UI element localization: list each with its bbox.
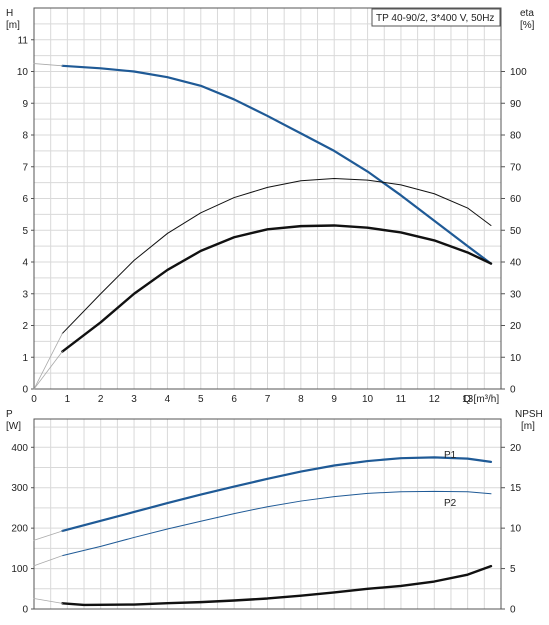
bottom-curve-2 [61, 564, 493, 607]
top-right-tick-label: 10 [510, 353, 522, 364]
x-tick-label: 11 [396, 394, 407, 405]
top-left-tick-label: 4 [22, 258, 28, 269]
top-curve-5 [33, 333, 63, 390]
x-tick-label: 8 [298, 394, 304, 405]
top-left-tick-label: 0 [22, 385, 28, 396]
bottom-curve-0 [61, 456, 493, 533]
x-axis-title: Q [m³/h] [463, 394, 499, 405]
series-label-p1: P1 [444, 450, 457, 461]
bottom-grid [34, 419, 501, 609]
top-left-tick-label: 3 [22, 289, 28, 300]
top-right-tick-label: 20 [510, 321, 522, 332]
top-left-axis-title-line1: H [6, 8, 13, 19]
bottom-right-axis-title-line2: [m] [521, 421, 535, 432]
top-left-tick-label: 7 [22, 162, 28, 173]
top-right-tick-label: 70 [510, 162, 522, 173]
bottom-right-tick-label: 0 [510, 605, 516, 616]
top-right-tick-label: 50 [510, 226, 522, 237]
top-curve-3 [33, 63, 63, 67]
top-right-tick-label: 60 [510, 194, 522, 205]
x-tick-label: 13 [462, 394, 474, 405]
legend-box [371, 8, 501, 27]
top-left-tick-label: 1 [22, 353, 28, 364]
top-left-tick-label: 9 [22, 99, 28, 110]
x-tick-label: 1 [65, 394, 71, 405]
x-tick-label: 9 [331, 394, 337, 405]
bottom-right-tick-label: 15 [510, 483, 522, 494]
x-tick-label: 2 [98, 394, 104, 405]
top-right-axis-title-line2: [%] [520, 20, 535, 31]
bottom-plot-frame [33, 418, 502, 610]
bottom-left-tick-label: 200 [11, 524, 28, 535]
x-tick-label: 3 [131, 394, 137, 405]
top-right-axis-title-line1: eta [520, 8, 534, 19]
bottom-left-axis-title-line1: P [6, 409, 13, 420]
bottom-tick-labels: 0 100 200 300 400 0 5 10 15 20 [11, 443, 521, 616]
bottom-curve-1 [61, 490, 492, 557]
top-right-tick-label: 30 [510, 289, 522, 300]
top-curve-4 [33, 351, 63, 390]
top-left-tick-label: 5 [22, 226, 28, 237]
top-left-tick-label: 6 [22, 194, 28, 205]
legend-box-text: TP 40-90/2, 3*400 V, 50Hz [376, 13, 494, 24]
bottom-right-tick-label: 10 [510, 524, 522, 535]
bottom-left-axis-title-line2: [W] [6, 421, 21, 432]
top-curve-0 [61, 64, 493, 265]
x-tick-label: 6 [231, 394, 237, 405]
top-right-tick-label: 100 [510, 67, 527, 78]
top-left-axis-title-line2: [m] [6, 20, 20, 31]
top-left-tick-label: 8 [22, 131, 28, 142]
top-right-tick-label: 40 [510, 258, 522, 269]
x-tick-label: 0 [31, 394, 37, 405]
bottom-left-tick-label: 400 [11, 443, 28, 454]
top-right-tick-label: 80 [510, 131, 522, 142]
top-curve-1 [61, 224, 493, 353]
top-curves [33, 63, 493, 390]
bottom-curves [33, 456, 493, 607]
bottom-left-tick-label: 300 [11, 483, 28, 494]
bottom-right-axis-title-line1: NPSH [515, 409, 543, 420]
bottom-right-tick-label: 20 [510, 443, 522, 454]
top-right-tick-label: 0 [510, 385, 516, 396]
x-tick-label: 12 [429, 394, 441, 405]
top-left-tick-label: 10 [17, 67, 29, 78]
top-curve-2 [61, 178, 492, 334]
bottom-right-tick-label: 5 [510, 564, 516, 575]
x-tick-label: 4 [165, 394, 171, 405]
top-right-tick-label: 90 [510, 99, 522, 110]
x-tick-label: 7 [265, 394, 271, 405]
top-grid [34, 8, 501, 389]
top-left-tick-label: 11 [18, 35, 29, 46]
bottom-curve-3 [33, 530, 63, 541]
bottom-left-tick-label: 100 [11, 564, 28, 575]
series-label-p2: P2 [444, 498, 457, 509]
bottom-curve-5 [33, 598, 63, 604]
bottom-curve-4 [33, 555, 63, 567]
top-left-tick-label: 2 [22, 321, 28, 332]
x-tick-label: 10 [362, 394, 374, 405]
x-tick-label: 5 [198, 394, 204, 405]
bottom-left-tick-label: 0 [22, 605, 28, 616]
